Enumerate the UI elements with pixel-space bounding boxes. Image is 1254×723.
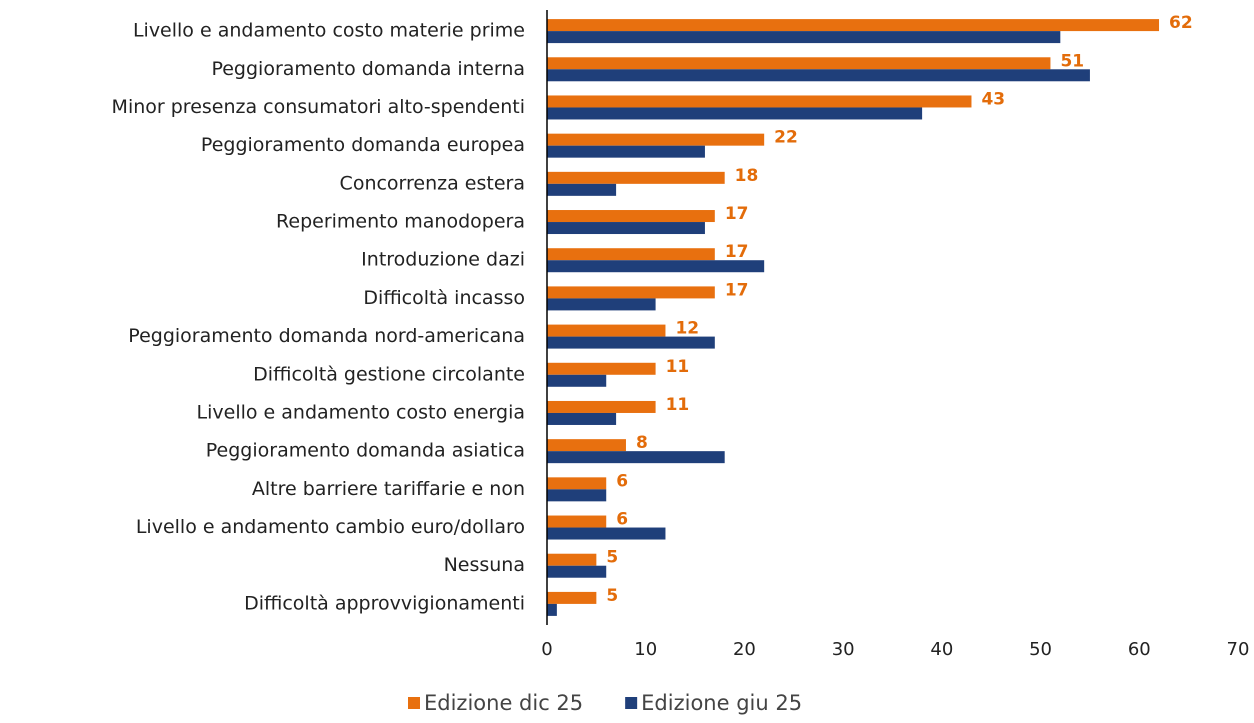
category-label: Concorrenza estera: [340, 172, 525, 194]
category-label: Difficoltà gestione circolante: [253, 363, 525, 385]
bar: [547, 515, 607, 528]
x-tick-label: 0: [541, 639, 552, 660]
category-label: Altre barriere tariffarie e non: [252, 478, 525, 500]
bar: [547, 324, 666, 337]
legend-swatch: [408, 697, 420, 709]
value-label: 51: [1060, 51, 1084, 71]
bar: [547, 298, 656, 311]
bar: [547, 336, 715, 349]
bar: [547, 527, 666, 540]
category-label: Difficoltà approvvigionamenti: [244, 592, 525, 614]
value-label: 22: [774, 128, 798, 148]
bar: [547, 133, 765, 146]
category-label: Reperimento manodopera: [276, 211, 525, 233]
bar: [547, 57, 1051, 70]
bar: [547, 95, 972, 108]
category-label: Peggioramento domanda nord-americana: [128, 325, 525, 347]
bar: [547, 248, 715, 261]
category-label: Peggioramento domanda asiatica: [206, 440, 525, 462]
bar: [547, 260, 765, 273]
bar: [547, 107, 923, 120]
bar: [547, 565, 607, 578]
bar: [547, 374, 607, 387]
x-tick-label: 70: [1227, 639, 1250, 660]
bar: [547, 69, 1090, 82]
bar: [547, 412, 617, 425]
bar: [547, 222, 705, 235]
x-tick-label: 30: [832, 639, 855, 660]
value-label: 6: [616, 510, 628, 530]
value-label: 11: [666, 395, 690, 415]
legend-swatch: [625, 697, 638, 709]
bar: [547, 591, 597, 604]
category-label: Livello e andamento costo materie prime: [133, 20, 525, 42]
bar: [547, 286, 715, 299]
bar: [547, 362, 656, 375]
bar: [547, 145, 705, 158]
value-label: 12: [675, 319, 699, 339]
value-label: 43: [981, 89, 1005, 109]
bar: [547, 31, 1061, 44]
category-label: Difficoltà incasso: [363, 287, 525, 309]
legend-label: Edizione giu 25: [641, 691, 802, 715]
bar: [547, 210, 715, 223]
category-label: Introduzione dazi: [361, 249, 525, 271]
bar: [547, 171, 725, 184]
value-label: 8: [636, 433, 648, 453]
category-label: Peggioramento domanda interna: [211, 58, 525, 80]
value-label: 17: [725, 242, 749, 262]
value-label: 6: [616, 471, 628, 491]
bar: [547, 451, 725, 464]
x-tick-label: 10: [634, 639, 657, 660]
category-label: Livello e andamento cambio euro/dollaro: [136, 516, 525, 538]
x-tick-label: 60: [1128, 639, 1151, 660]
x-tick-label: 50: [1029, 639, 1052, 660]
bar: [547, 477, 607, 490]
value-label: 17: [725, 204, 749, 224]
value-label: 11: [666, 357, 690, 377]
value-label: 5: [606, 586, 618, 606]
category-label: Minor presenza consumatori alto-spendent…: [112, 96, 525, 118]
bar: [547, 603, 557, 616]
bar: [547, 400, 656, 413]
value-label: 5: [606, 548, 618, 568]
bar: [547, 183, 617, 196]
bar: [547, 439, 626, 452]
category-label: Livello e andamento costo energia: [197, 401, 525, 423]
category-label: Peggioramento domanda europea: [201, 134, 525, 156]
value-label: 17: [725, 280, 749, 300]
bar: [547, 489, 607, 502]
value-label: 18: [735, 166, 759, 186]
category-label: Nessuna: [444, 554, 525, 576]
x-tick-label: 40: [930, 639, 953, 660]
value-label: 62: [1169, 13, 1193, 33]
bar: [547, 19, 1160, 32]
legend-label: Edizione dic 25: [424, 691, 583, 715]
bar: [547, 553, 597, 566]
x-tick-label: 20: [733, 639, 756, 660]
